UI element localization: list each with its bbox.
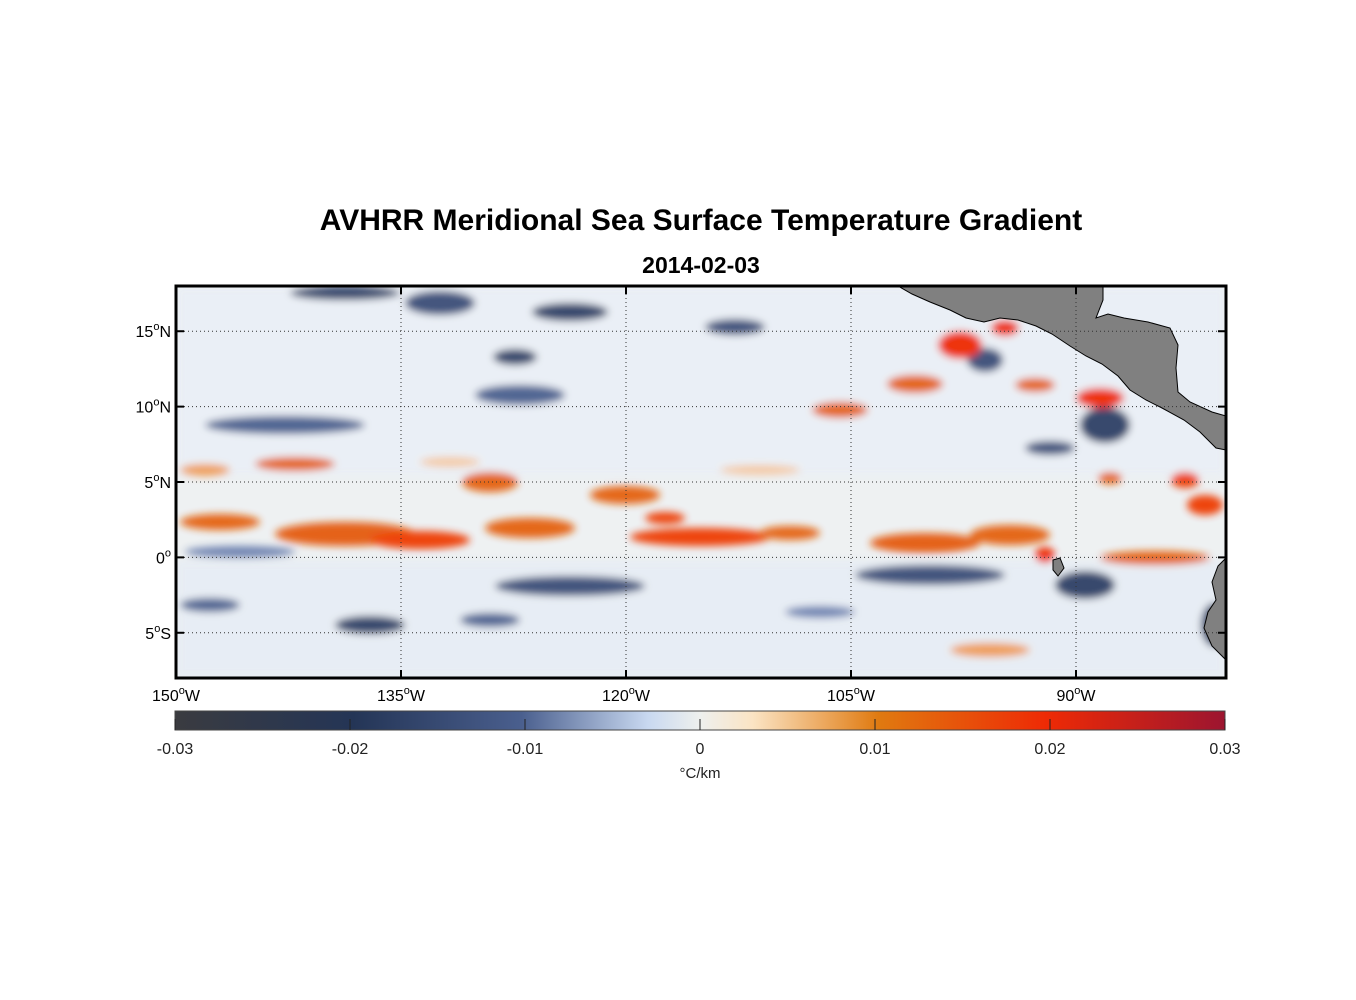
colorbar-tick-label: -0.02 [332,741,369,758]
negative-anomaly [855,565,1005,585]
positive-anomaly [485,518,575,538]
negative-anomaly [705,319,765,335]
chart-title: AVHRR Meridional Sea Surface Temperature… [319,204,1083,237]
map-panel [174,284,1228,680]
colorbar-tick-label: 0.01 [859,741,890,758]
land-galapagos [1052,557,1065,577]
negative-anomaly [460,613,520,627]
positive-anomaly [970,525,1050,545]
negative-anomaly [180,598,240,612]
positive-anomaly [812,402,868,418]
positive-anomaly [180,514,260,530]
negative-anomaly [290,286,400,300]
positive-anomaly [870,533,980,553]
positive-anomaly [720,465,800,475]
negative-anomaly [185,546,295,558]
negative-anomaly [475,385,565,405]
positive-anomaly [1076,388,1124,408]
colorbar-tick-label: -0.01 [507,741,544,758]
lon-tick-label: 150oW [152,685,201,705]
positive-anomaly [1098,472,1122,484]
colorbar-tick-label: -0.03 [157,741,194,758]
positive-anomaly [950,643,1030,657]
map-frame [174,284,1228,680]
positive-anomaly [938,331,982,359]
positive-anomaly [420,457,480,467]
lat-tick-label: 15oN [136,321,171,341]
lon-tick-label: 120oW [602,685,651,705]
negative-anomaly [785,606,855,618]
negative-anomaly [532,303,608,321]
positive-anomaly [255,457,335,471]
negative-anomaly [335,616,405,634]
positive-anomaly [462,472,518,492]
positive-anomaly [1171,472,1199,488]
negative-anomaly [493,349,537,365]
lat-tick-label: 10oN [136,397,171,417]
positive-anomaly [1187,495,1223,515]
chart-subtitle: 2014-02-03 [642,252,760,278]
colorbar-unit-label: °C/km [680,765,721,782]
positive-anomaly [991,320,1019,336]
negative-anomaly [1055,571,1115,599]
colorbar-tick-label: 0.03 [1209,741,1240,758]
negative-anomaly [405,291,475,315]
positive-anomaly [590,486,660,504]
gridlines [175,286,1226,678]
negative-anomaly [495,576,645,596]
lon-tick-label: 90oW [1056,685,1096,705]
lat-tick-label: 5oN [144,472,171,492]
lat-tick-label: 0o [156,547,171,567]
colorbar-tick-label: 0 [696,741,705,758]
lon-tick-label: 105oW [827,685,876,705]
positive-anomaly [180,464,230,476]
positive-anomaly [1015,378,1055,392]
negative-anomaly [1025,441,1075,455]
colorbar-ticks: -0.03 -0.02 -0.01 0 0.01 0.02 0.03 [157,719,1241,758]
y-axis-labels: 15oN 10oN 5oN 0o 5oS [136,321,171,643]
sst-gradient-field [176,286,1226,678]
colorbar-tick-label: 0.02 [1034,741,1065,758]
lon-tick-label: 135oW [377,685,426,705]
negative-anomaly [1080,407,1130,443]
negative-anomaly [205,416,365,434]
land-central-america [896,286,1226,451]
positive-anomaly [370,531,470,549]
positive-anomaly [760,526,820,540]
x-axis-labels: 150oW 135oW 120oW 105oW 90oW [152,685,1096,705]
positive-anomaly [1035,547,1055,563]
positive-anomaly [1100,551,1210,565]
positive-anomaly [645,512,685,524]
positive-anomaly [887,375,943,393]
lat-tick-label: 5oS [145,623,171,643]
positive-anomaly [630,528,770,546]
colorbar: -0.03 -0.02 -0.01 0 0.01 0.02 0.03 °C/km [157,710,1241,782]
land-south-america [1203,557,1226,661]
